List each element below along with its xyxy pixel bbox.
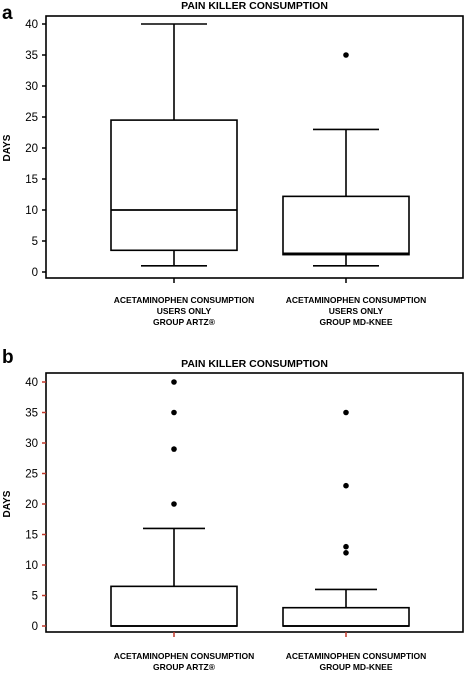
y-axis-label: DAYS: [2, 490, 13, 517]
iqr-box: [110, 585, 238, 627]
outlier-point: [343, 550, 349, 556]
y-tick-label: 20: [25, 499, 38, 511]
y-tick-label: 15: [25, 530, 38, 542]
iqr-box: [110, 119, 238, 252]
outlier-point: [171, 409, 177, 416]
y-tick-label: 15: [25, 174, 38, 186]
outlier-point: [343, 409, 349, 416]
x-category-label: ACETAMINOPHEN CONSUMPTION: [114, 651, 255, 661]
y-tick-label: 40: [25, 19, 38, 31]
x-category-label: GROUP ARTZ®: [153, 317, 216, 327]
y-tick-label: 35: [25, 50, 38, 62]
chart-title: PAIN KILLER CONSUMPTION: [181, 0, 328, 12]
iqr-box: [282, 606, 410, 627]
y-tick-label: 5: [32, 591, 38, 603]
plot-frame: [45, 372, 464, 633]
x-category-label: ACETAMINOPHEN CONSUMPTION: [286, 651, 427, 661]
outlier-point: [343, 482, 349, 489]
x-category-label: ACETAMINOPHEN CONSUMPTION: [114, 295, 255, 305]
outlier-point: [343, 543, 349, 550]
y-tick-label: 5: [32, 236, 38, 248]
x-category-label: GROUP MD-KNEE: [319, 317, 392, 327]
y-tick-label: 20: [25, 143, 38, 155]
x-category-label: USERS ONLY: [157, 306, 212, 316]
x-category-label: ACETAMINOPHEN CONSUMPTION: [286, 295, 427, 305]
y-tick-label: 35: [25, 408, 38, 420]
panel-label: a: [2, 3, 13, 24]
y-tick-label: 30: [25, 81, 38, 93]
panel-label: b: [2, 347, 14, 368]
outlier-point: [171, 379, 177, 385]
outlier-point: [171, 501, 177, 507]
y-tick-label: 25: [25, 469, 38, 481]
outlier-point: [343, 52, 349, 58]
y-tick-label: 25: [25, 112, 38, 124]
x-category-label: USERS ONLY: [329, 306, 384, 316]
x-category-label: GROUP ARTZ®: [153, 662, 216, 672]
y-tick-label: 0: [32, 621, 38, 633]
y-axis-label: DAYS: [2, 134, 13, 161]
outlier-point: [171, 446, 177, 452]
iqr-box: [282, 195, 410, 256]
y-tick-label: 40: [25, 377, 38, 389]
x-category-label: GROUP MD-KNEE: [319, 662, 392, 672]
y-tick-label: 30: [25, 438, 38, 450]
y-tick-label: 0: [32, 267, 38, 279]
y-tick-label: 10: [25, 560, 38, 572]
chart-title: PAIN KILLER CONSUMPTION: [181, 358, 328, 370]
plot-frame: [45, 15, 464, 279]
y-tick-label: 10: [25, 205, 38, 217]
